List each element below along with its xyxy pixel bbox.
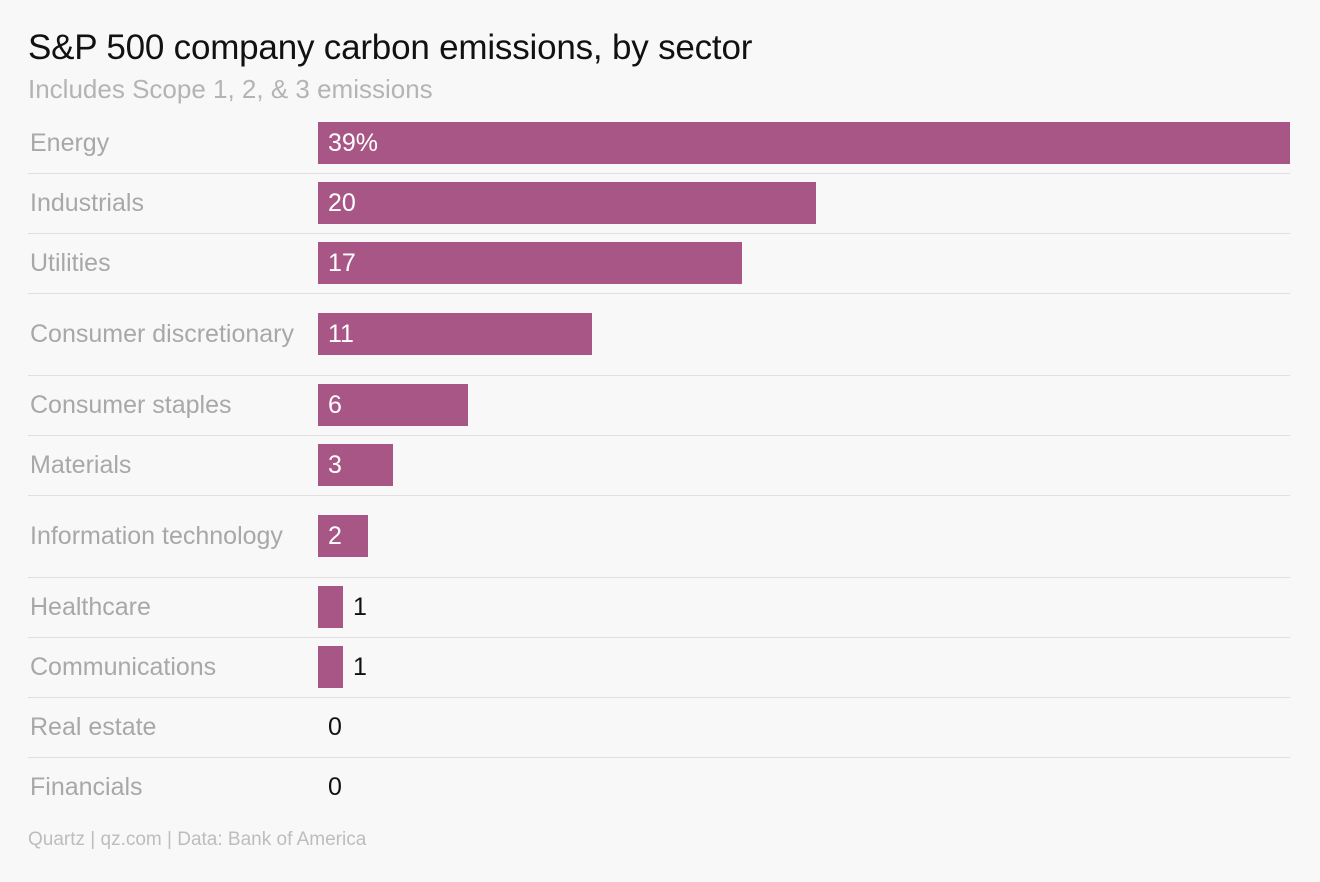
category-label: Healthcare bbox=[30, 593, 151, 621]
bar-row: Consumer discretionary 11 bbox=[28, 294, 1290, 376]
bar-row: Utilities 17 bbox=[28, 234, 1290, 294]
value-label: 1 bbox=[353, 653, 367, 681]
row-divider bbox=[28, 435, 1290, 436]
value-label: 1 bbox=[353, 593, 367, 621]
row-divider bbox=[28, 637, 1290, 638]
bar-row: Materials 3 bbox=[28, 436, 1290, 496]
category-label: Communications bbox=[30, 653, 217, 681]
row-divider bbox=[28, 697, 1290, 698]
row-divider bbox=[28, 577, 1290, 578]
category-label: Energy bbox=[30, 129, 110, 157]
category-label: Financials bbox=[30, 773, 143, 801]
bar-row: Healthcare 1 bbox=[28, 578, 1290, 638]
bar-row: Communications 1 bbox=[28, 638, 1290, 698]
bar bbox=[318, 313, 592, 355]
bar-row: Financials 0 bbox=[28, 758, 1290, 818]
bar bbox=[318, 242, 742, 284]
category-label: Utilities bbox=[30, 249, 111, 277]
bar-row: Consumer staples 6 bbox=[28, 376, 1290, 436]
bar-row: Real estate 0 bbox=[28, 698, 1290, 758]
bar bbox=[318, 586, 343, 628]
bar-row: Information technology 2 bbox=[28, 496, 1290, 578]
category-label: Industrials bbox=[30, 189, 144, 217]
value-label: 2 bbox=[328, 522, 342, 550]
category-label: Consumer staples bbox=[30, 391, 232, 419]
category-label: Materials bbox=[30, 451, 132, 479]
chart-subtitle: Includes Scope 1, 2, & 3 emissions bbox=[28, 74, 433, 104]
value-label: 17 bbox=[328, 249, 356, 277]
chart-title: S&P 500 company carbon emissions, by sec… bbox=[28, 28, 753, 67]
row-divider bbox=[28, 233, 1290, 234]
value-label: 0 bbox=[328, 713, 342, 741]
bar bbox=[318, 444, 393, 486]
bar bbox=[318, 122, 1290, 164]
row-divider bbox=[28, 495, 1290, 496]
value-label: 20 bbox=[328, 189, 356, 217]
bar-row: Energy 39% bbox=[28, 114, 1290, 174]
category-label: Information technology bbox=[30, 522, 283, 550]
row-divider bbox=[28, 757, 1290, 758]
bar bbox=[318, 384, 468, 426]
bar bbox=[318, 182, 816, 224]
value-label: 11 bbox=[328, 320, 354, 348]
source-footer: Quartz | qz.com | Data: Bank of America bbox=[28, 829, 367, 850]
row-divider bbox=[28, 375, 1290, 376]
row-divider bbox=[28, 173, 1290, 174]
bar bbox=[318, 646, 343, 688]
row-divider bbox=[28, 293, 1290, 294]
value-label: 39% bbox=[328, 129, 379, 157]
value-label: 3 bbox=[328, 451, 342, 479]
category-label: Real estate bbox=[30, 713, 157, 741]
value-label: 6 bbox=[328, 391, 342, 419]
bar-row: Industrials 20 bbox=[28, 174, 1290, 234]
bar bbox=[318, 515, 368, 557]
category-label: Consumer discretionary bbox=[30, 320, 294, 348]
value-label: 0 bbox=[328, 773, 342, 801]
